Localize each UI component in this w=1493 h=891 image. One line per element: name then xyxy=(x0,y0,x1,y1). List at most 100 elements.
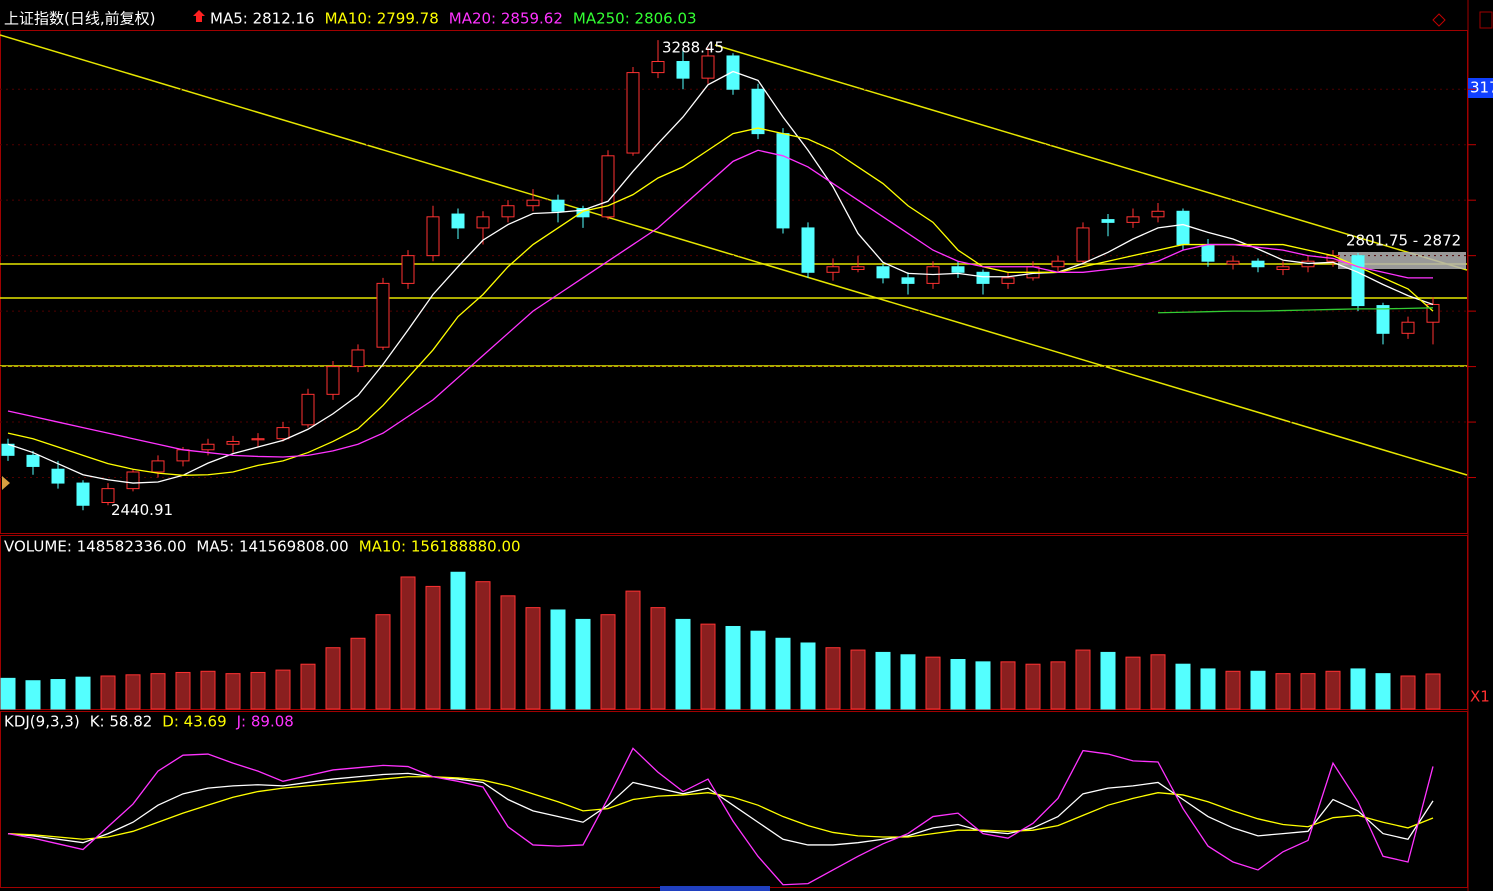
candle-body xyxy=(1076,227,1090,262)
trend-lines xyxy=(0,34,1468,476)
low-annotation: 2440.91 xyxy=(111,501,173,519)
volume-bar xyxy=(950,658,966,710)
volume-bar xyxy=(1325,670,1341,710)
candle-body xyxy=(551,199,565,212)
candle-body xyxy=(351,349,365,368)
candle-body xyxy=(701,55,715,79)
candle-body xyxy=(626,72,640,154)
volume-scale-label: X1 xyxy=(1470,688,1490,706)
volume-bar xyxy=(1400,675,1416,710)
candle-body xyxy=(151,460,165,473)
volume-bar xyxy=(500,595,516,710)
volume-bar xyxy=(375,614,391,710)
legend-entry: MA10: 2799.78 xyxy=(325,10,439,28)
price-tag xyxy=(1468,78,1493,98)
volume-bar xyxy=(600,614,616,710)
candle-body xyxy=(101,488,115,503)
volume-bar xyxy=(1050,661,1066,710)
window-button[interactable] xyxy=(1479,11,1493,29)
volume-bar xyxy=(825,647,841,710)
indicator-line xyxy=(7,772,1434,846)
legend-entry: KDJ(9,3,3) xyxy=(4,713,80,731)
legend-entry: MA10: 156188880.00 xyxy=(359,538,521,556)
volume-bar xyxy=(1025,663,1041,710)
candle-body xyxy=(576,208,590,218)
volume-bar xyxy=(175,671,191,710)
candle-body xyxy=(726,55,740,90)
candle-body xyxy=(776,133,790,229)
price-tag-text: 317 xyxy=(1470,79,1493,97)
volume-bar xyxy=(675,618,691,710)
candle-body xyxy=(1001,277,1015,284)
candle-body xyxy=(826,266,840,273)
data-layer: 3288.45 2440.91 MA5: 2812.16 MA10: 2799.78 M… xyxy=(0,10,1476,886)
volume-bar xyxy=(1425,673,1441,710)
legend-entry: MA250: 2806.03 xyxy=(573,10,697,28)
volume-bar xyxy=(625,590,641,710)
legend-entry: D: 43.69 xyxy=(162,713,226,731)
volume-bar xyxy=(275,669,291,710)
candle-body xyxy=(451,213,465,229)
candle-body xyxy=(951,266,965,273)
legend-entry: MA5: 141569808.00 xyxy=(196,538,348,556)
candle-body xyxy=(276,427,290,440)
candle-body xyxy=(1251,260,1265,268)
candle-body xyxy=(1201,244,1215,262)
candle-body xyxy=(1351,255,1365,307)
scroll-handle[interactable] xyxy=(2,476,10,490)
candle-body xyxy=(801,227,815,273)
candle-body xyxy=(26,454,40,467)
volume-bar xyxy=(900,654,916,710)
volume-bar xyxy=(350,637,366,710)
volume-bar xyxy=(1150,654,1166,710)
volume-bar xyxy=(1300,673,1316,710)
volume-bar xyxy=(850,649,866,710)
volume-bar xyxy=(1100,651,1116,710)
candle-body xyxy=(751,88,765,135)
volume-bar xyxy=(1075,649,1091,710)
candle-body xyxy=(226,440,240,445)
indicator-line xyxy=(7,127,1434,476)
candle-body xyxy=(1151,210,1165,218)
volume-bar xyxy=(200,670,216,710)
volume-bar xyxy=(725,625,741,710)
volume-bar xyxy=(25,680,41,710)
candle-body xyxy=(876,266,890,279)
candle-body xyxy=(201,443,215,451)
volume-bar xyxy=(700,623,716,710)
scrollbar[interactable] xyxy=(660,886,770,891)
volume-bar xyxy=(1375,673,1391,710)
volume-bar xyxy=(1200,668,1216,710)
volume-bar xyxy=(425,585,441,710)
volume-bar xyxy=(875,651,891,710)
candle-body xyxy=(401,255,415,284)
volume-bar xyxy=(50,679,66,710)
window-button[interactable] xyxy=(1432,13,1446,27)
candle-body xyxy=(1276,266,1290,271)
candle-body xyxy=(326,366,340,395)
range-annotation: 2801.75 - 2872 xyxy=(1346,232,1461,250)
volume-bar xyxy=(925,656,941,710)
volume-bar xyxy=(1275,673,1291,710)
volume-bar xyxy=(400,576,416,710)
indicator-line xyxy=(7,70,1434,484)
volume-bar xyxy=(1225,670,1241,710)
volume-bar xyxy=(550,609,566,710)
indicator-line xyxy=(7,776,1434,840)
volume-bar xyxy=(750,630,766,710)
candle-body xyxy=(301,393,315,426)
trend-line xyxy=(0,34,1468,476)
legend-entry: MA20: 2859.62 xyxy=(449,10,563,28)
candle-body xyxy=(51,468,65,484)
volume-bar xyxy=(575,618,591,710)
volume-bar xyxy=(1175,663,1191,710)
volume-bar xyxy=(0,677,16,710)
candle-body xyxy=(176,449,190,462)
candle-body xyxy=(526,199,540,207)
volume-bar xyxy=(325,647,341,710)
indicator-line xyxy=(7,747,1434,886)
candle-body xyxy=(901,277,915,284)
